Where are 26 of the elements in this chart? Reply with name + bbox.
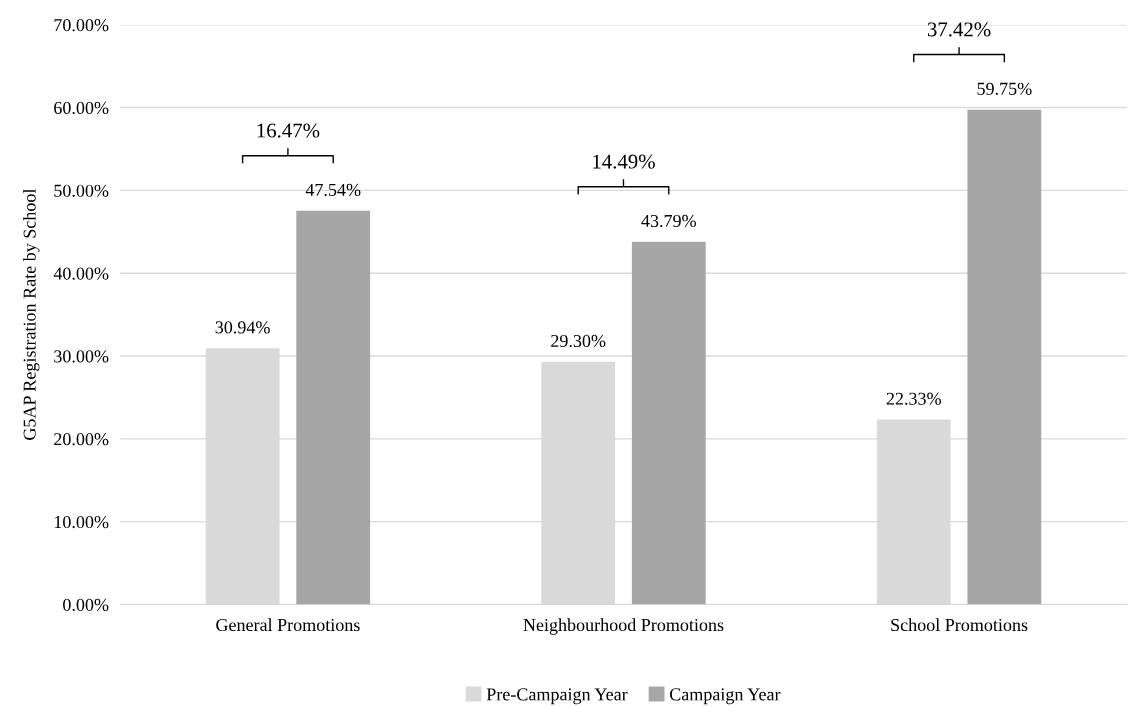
y-tick-label: 40.00% [53,267,109,280]
annotation: 16.47% [257,123,320,138]
annotation: 37.42% [927,22,991,37]
data-label: 22.33% [886,392,941,405]
data-label: 30.94% [215,321,270,334]
data-label: 47.54% [305,183,361,197]
data-label: 29.30% [551,334,606,348]
x-tick-label: School Promotions [891,618,1028,632]
y-tick-label: 60.00% [54,101,109,115]
y-axis-title: G5AP Registration Rate by School [23,188,40,440]
y-tick-label: 0.00% [63,598,109,612]
y-tick-label: 10.00% [54,515,109,529]
annotation: 14.49% [593,154,655,169]
bar [296,210,371,605]
legend-label: Campaign Year [669,688,781,705]
bar [631,241,706,605]
data-label: 59.75% [977,82,1032,95]
y-tick-label: 50.00% [54,184,109,197]
legend-label: Pre-Campaign Year [486,688,628,705]
y-tick-label: 70.00% [54,19,109,32]
bar [967,109,1042,605]
data-label: 43.79% [641,214,696,228]
x-tick-label: General Promotions [216,618,360,632]
y-tick-label: 30.00% [54,350,109,363]
x-tick-label: Neighbourhood Promotions [523,618,724,635]
y-tick-label: 20.00% [54,433,109,446]
